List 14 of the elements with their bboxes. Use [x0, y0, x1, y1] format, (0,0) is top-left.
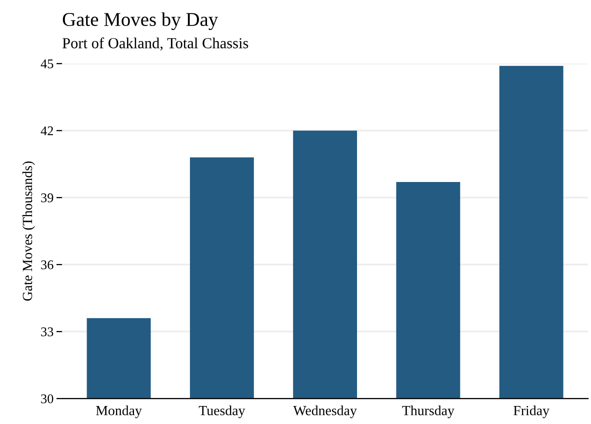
x-tick-label: Wednesday	[293, 406, 357, 418]
x-tick-label: Friday	[514, 406, 550, 418]
x-tick-label: Monday	[96, 406, 142, 418]
chart-subtitle: Port of Oakland, Total Chassis	[62, 37, 248, 51]
y-tick-label: 42	[40, 126, 53, 136]
y-tick-label: 30	[41, 394, 54, 404]
y-tick-label: 33	[41, 327, 54, 336]
x-tick-label: Thursday	[402, 406, 454, 418]
y-tick-label: 39	[41, 193, 54, 202]
x-tick-label: Tuesday	[198, 406, 246, 418]
y-tick-label: 36	[41, 260, 54, 270]
chart-title: Gate Moves by Day	[62, 12, 218, 30]
y-axis-title: Gate Moves (Thousands)	[22, 161, 35, 301]
y-tick-label: 45	[40, 59, 54, 68]
